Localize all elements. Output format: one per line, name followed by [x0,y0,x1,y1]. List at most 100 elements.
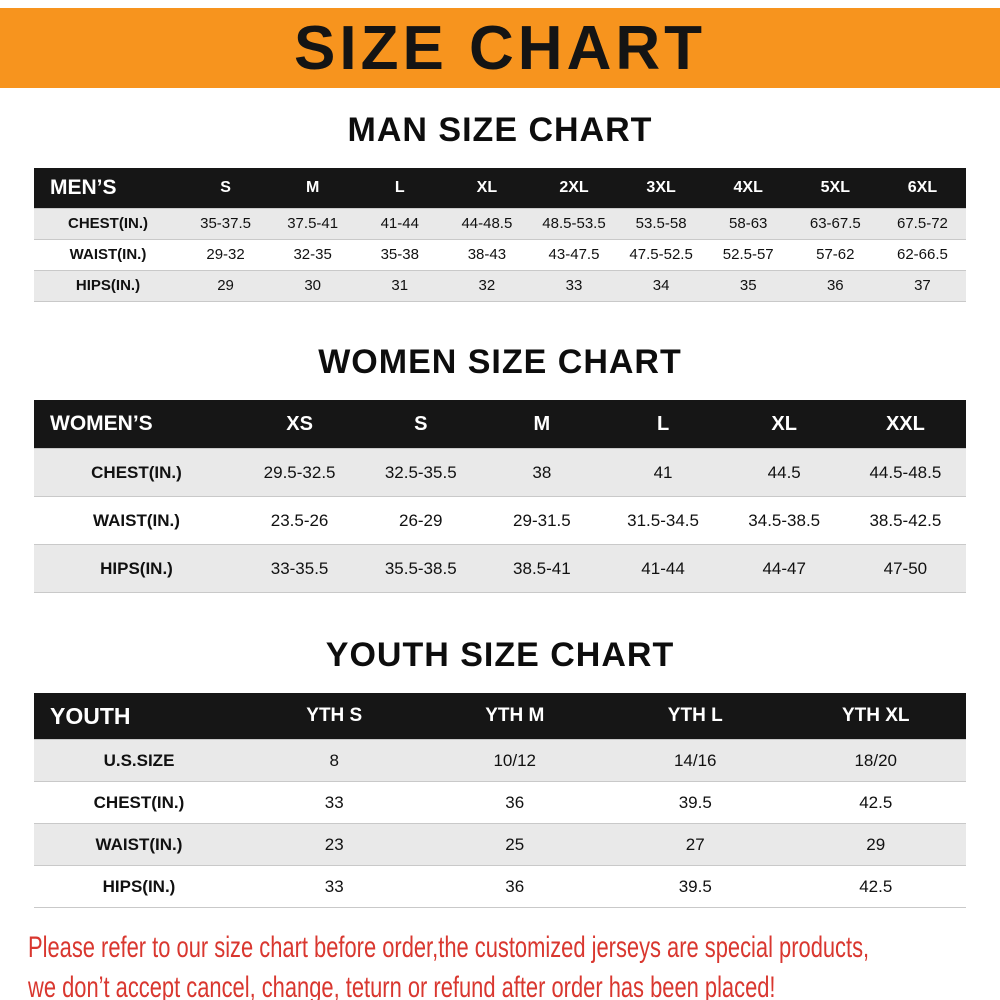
value-cell: 57-62 [791,239,879,271]
value-cell: 29-31.5 [481,496,603,545]
row-label-cell: WAIST(IN.) [34,496,239,545]
youth-size-table: YOUTH YTH S YTH M YTH L YTH XL U.S.SIZE 8 10/12… [34,693,966,908]
value-cell: 29 [182,270,270,302]
table-row: WAIST(IN.) 23.5-26 26-29 29-31.5 31.5-34.5 34… [34,496,966,545]
value-cell: 33-35.5 [239,544,361,593]
value-cell: 52.5-57 [704,239,792,271]
section-women: WOMEN SIZE CHART WOMEN’S XS S M L XL XXL CHEST(… [0,342,1000,593]
section-youth: YOUTH SIZE CHART YOUTH YTH S YTH M YTH L YTH… [0,635,1000,908]
value-cell: 32-35 [269,239,357,271]
table-row: CHEST(IN.) 35-37.5 37.5-41 41-44 44-48.5 48.5… [34,208,966,240]
row-label-cell: CHEST(IN.) [34,448,239,497]
value-cell: 33 [530,270,618,302]
youth-section-heading: YOUTH SIZE CHART [325,636,675,674]
size-header-cell: M [533,413,551,435]
banner-title: SIZE CHART [294,13,706,83]
value-cell: 39.5 [605,865,786,908]
value-cell: 33 [244,781,425,824]
size-header-cell: L [656,413,670,435]
table-title-cell: YOUTH [50,703,131,729]
value-cell: 39.5 [605,781,786,824]
value-cell: 8 [244,739,425,782]
value-cell: 44-47 [723,544,845,593]
value-cell: 41-44 [356,208,444,240]
value-cell: 47-50 [844,544,966,593]
value-cell: 38-43 [443,239,531,271]
footer-note: Please refer to our size chart before or… [0,928,1000,1000]
table-row: HIPS(IN.) 33 36 39.5 42.5 [34,865,966,908]
row-label-cell: WAIST(IN.) [34,239,182,271]
value-cell: 67.5-72 [878,208,966,240]
table-row: WAIST(IN.) 29-32 32-35 35-38 38-43 43-47.5 47.… [34,239,966,271]
size-header-cell: S [414,413,428,435]
size-header-cell: 6XL [907,179,938,196]
table-header-row: WOMEN’S XS S M L XL XXL [34,400,966,449]
table-title-cell: MEN’S [50,176,117,199]
value-cell: 37 [878,270,966,302]
banner: SIZE CHART [0,8,1000,88]
size-header-cell: YTH S [306,705,363,726]
value-cell: 26-29 [360,496,482,545]
value-cell: 35-38 [356,239,444,271]
value-cell: 38.5-42.5 [844,496,966,545]
value-cell: 27 [605,823,786,866]
row-label-cell: CHEST(IN.) [34,781,244,824]
row-label-cell: HIPS(IN.) [34,544,239,593]
table-header-row: MEN’S S M L XL 2XL 3XL 4XL 5XL 6XL [34,168,966,209]
value-cell: 44.5 [723,448,845,497]
value-cell: 10/12 [424,739,605,782]
women-section-heading: WOMEN SIZE CHART [318,343,682,381]
value-cell: 44.5-48.5 [844,448,966,497]
value-cell: 41-44 [602,544,724,593]
row-label-cell: U.S.SIZE [34,739,244,782]
value-cell: 18/20 [785,739,966,782]
value-cell: 35 [704,270,792,302]
table-row: WAIST(IN.) 23 25 27 29 [34,823,966,866]
value-cell: 31.5-34.5 [602,496,724,545]
row-label-cell: HIPS(IN.) [34,865,244,908]
value-cell: 33 [244,865,425,908]
value-cell: 29 [785,823,966,866]
section-men: MAN SIZE CHART MEN’S S M L XL 2XL 3XL 4XL 5XL 6XL… [0,110,1000,302]
table-row: HIPS(IN.) 29 30 31 32 33 34 35 36 37 [34,270,966,302]
value-cell: 35-37.5 [182,208,270,240]
row-label-cell: HIPS(IN.) [34,270,182,302]
value-cell: 41 [602,448,724,497]
value-cell: 38.5-41 [481,544,603,593]
size-header-cell: XL [771,413,797,435]
value-cell: 48.5-53.5 [530,208,618,240]
value-cell: 31 [356,270,444,302]
size-header-cell: XL [476,179,498,196]
value-cell: 34 [617,270,705,302]
value-cell: 36 [791,270,879,302]
value-cell: 43-47.5 [530,239,618,271]
value-cell: 62-66.5 [878,239,966,271]
table-row: CHEST(IN.) 33 36 39.5 42.5 [34,781,966,824]
men-size-table: MEN’S S M L XL 2XL 3XL 4XL 5XL 6XL CHEST(IN.) 35-37… [34,168,966,302]
value-cell: 47.5-52.5 [617,239,705,271]
men-section-heading: MAN SIZE CHART [347,111,653,149]
size-header-cell: L [394,179,405,196]
value-cell: 37.5-41 [269,208,357,240]
value-cell: 25 [424,823,605,866]
table-header-row: YOUTH YTH S YTH M YTH L YTH XL [34,693,966,740]
value-cell: 36 [424,781,605,824]
size-header-cell: M [306,179,320,196]
size-header-cell: 5XL [820,179,850,196]
size-header-cell: YTH L [667,705,723,726]
size-header-cell: XS [286,413,313,435]
size-header-cell: 3XL [646,179,676,196]
size-header-cell: YTH XL [841,705,910,726]
row-label-cell: WAIST(IN.) [34,823,244,866]
value-cell: 63-67.5 [791,208,879,240]
value-cell: 23.5-26 [239,496,361,545]
size-header-cell: 4XL [733,179,763,196]
table-title-cell: WOMEN’S [50,412,153,435]
table-row: HIPS(IN.) 33-35.5 35.5-38.5 38.5-41 41-44 44-… [34,544,966,593]
value-cell: 34.5-38.5 [723,496,845,545]
value-cell: 44-48.5 [443,208,531,240]
size-header-cell: 2XL [559,179,589,196]
size-header-cell: XXL [885,413,925,435]
value-cell: 29-32 [182,239,270,271]
row-label-cell: CHEST(IN.) [34,208,182,240]
